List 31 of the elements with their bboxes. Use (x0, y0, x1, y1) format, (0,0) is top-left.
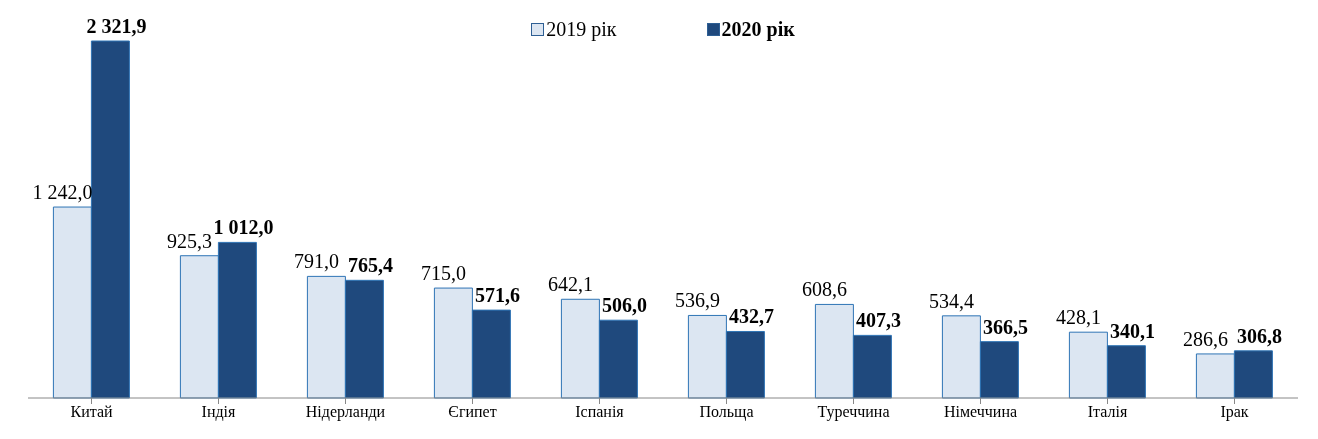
data-label: 306,8 (1236, 324, 1282, 347)
data-label: 608,6 (801, 278, 847, 301)
x-tick-label: Польща (699, 403, 754, 422)
x-tick-label: Німеччина (943, 403, 1018, 421)
x-tick-label: Італія (1087, 403, 1128, 421)
x-tick-label: Китай (70, 403, 113, 421)
x-tick-label: Ірак (1220, 403, 1249, 422)
data-label: 534,4 (928, 289, 974, 312)
data-label: 506,0 (601, 294, 647, 317)
data-label: 407,3 (855, 309, 901, 332)
data-label: 642,1 (547, 273, 593, 296)
data-label: 2 321,9 (86, 15, 147, 37)
data-label: 428,1 (1055, 306, 1101, 329)
data-label: 765,4 (347, 254, 393, 277)
x-tick-label: Єгипет (448, 403, 497, 421)
x-tick-label: Іспанія (575, 403, 625, 421)
data-label: 286,6 (1182, 327, 1228, 350)
data-label: 791,0 (293, 250, 339, 273)
legend-label: 2020 рік (720, 18, 795, 41)
data-label: 536,9 (674, 289, 720, 312)
data-label: 432,7 (728, 305, 774, 328)
x-tick-label: Індія (201, 403, 237, 422)
data-label: 340,1 (1109, 319, 1155, 342)
data-label: 366,5 (982, 315, 1028, 338)
data-label: 1 012,0 (213, 216, 274, 239)
x-tick-label: Нідерланди (305, 403, 386, 422)
legend-label: 2019 рік (545, 18, 617, 41)
x-tick-label: Туреччина (817, 403, 890, 422)
data-label: 715,0 (420, 262, 466, 285)
data-label: 925,3 (166, 229, 212, 252)
data-label: 571,6 (474, 284, 520, 307)
